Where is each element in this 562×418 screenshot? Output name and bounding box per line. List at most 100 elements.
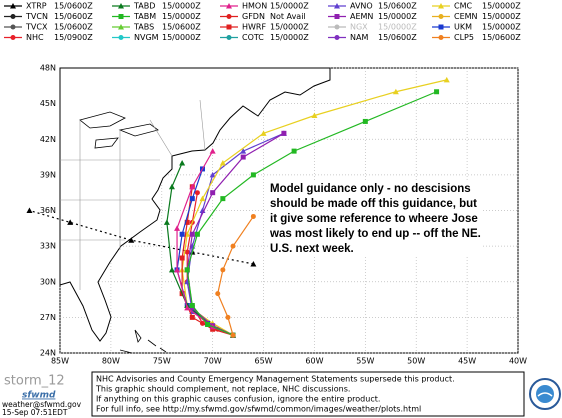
track-point <box>128 237 135 243</box>
lat-label: 27N <box>40 313 56 322</box>
track-point <box>205 322 211 327</box>
lat-label: 30N <box>40 277 56 286</box>
legend-name: CMC <box>454 2 472 11</box>
legend-marker <box>226 14 232 19</box>
track-point <box>260 130 267 136</box>
track-point <box>220 196 226 202</box>
storm-name: storm_12 <box>4 374 65 389</box>
lon-label: 65W <box>255 357 273 366</box>
track-point <box>163 219 170 225</box>
logo-inner <box>536 385 554 403</box>
notice-line: For full info, see http://my.sfwmd.gov/s… <box>96 405 421 414</box>
track-point <box>220 267 226 273</box>
legend-marker <box>226 24 232 30</box>
track-point <box>443 76 450 83</box>
legend-time: 15/0000Z <box>482 12 521 21</box>
legend-marker <box>438 24 444 30</box>
logo-wave <box>537 392 553 397</box>
legend-marker <box>226 3 232 9</box>
track-point <box>194 231 200 237</box>
annotation: Model guidance only - no descisions shou… <box>270 182 482 257</box>
lakes <box>79 111 159 149</box>
timestamp: 15-Sep 07:51EDT <box>2 408 68 417</box>
legend-time: 15/0600Z <box>162 23 201 32</box>
track-point <box>189 314 195 320</box>
legend-time: 15/0600Z <box>378 2 417 11</box>
lon-label: 55W <box>356 357 374 366</box>
legend-name: TABM <box>133 12 156 21</box>
track-point <box>189 183 196 190</box>
track-point <box>240 154 246 160</box>
lon-label: 50W <box>407 357 425 366</box>
legend-marker <box>118 24 124 30</box>
legend-time: 15/0000Z <box>162 33 201 42</box>
notice-line: If anything on this graphic causes confu… <box>96 395 380 404</box>
lat-label: 24N <box>40 349 56 358</box>
track-point <box>184 249 190 255</box>
track-point <box>215 291 221 297</box>
legend-time: 15/0000Z <box>482 23 521 32</box>
lat-label: 42N <box>40 135 56 144</box>
legend-time: Not Avail <box>270 12 306 21</box>
track-point <box>189 231 195 237</box>
legend-marker <box>226 35 232 40</box>
legend-time: 15/0600Z <box>54 23 93 32</box>
legend-time: 15/0000Z <box>378 23 417 32</box>
track-point <box>311 112 318 118</box>
legend-name: NHC <box>26 33 44 42</box>
legend-marker <box>118 35 124 40</box>
legend-marker <box>10 35 16 40</box>
legend-name: CEMN <box>454 12 478 21</box>
legend-marker <box>334 24 340 30</box>
lon-label: 80W <box>102 357 120 366</box>
legend-time: 15/0000Z <box>270 2 309 11</box>
legend-name: NVGM <box>134 33 159 42</box>
lat-label: 33N <box>40 242 56 251</box>
track-point <box>362 118 368 124</box>
track-point <box>184 304 191 311</box>
lon-label: 85W <box>51 357 69 366</box>
legend-name: COTC <box>242 33 264 42</box>
legend-time: 15/0000Z <box>270 33 309 42</box>
track-point <box>291 148 297 154</box>
track-point <box>240 148 247 154</box>
coastline <box>59 67 331 342</box>
legend-name: NAM <box>350 33 368 42</box>
lat-label: 39N <box>40 170 56 179</box>
legend-time: 15/0000Z <box>378 12 417 21</box>
lat-label: 45N <box>40 99 56 108</box>
track-point <box>219 160 226 166</box>
legend-marker <box>10 3 16 9</box>
track-point <box>392 88 399 95</box>
track-point <box>250 172 256 178</box>
track-point <box>179 255 185 261</box>
legend-name: NGX <box>350 23 368 32</box>
track-point <box>184 219 190 225</box>
lon-label: 70W <box>204 357 222 366</box>
legend-name: HWRF <box>242 23 266 32</box>
track-point <box>194 190 200 196</box>
track-point <box>189 303 195 308</box>
legend-marker <box>10 14 16 19</box>
legend-time: 15/0600Z <box>482 33 521 42</box>
legend-time: 15/0600Z <box>378 33 417 42</box>
model-track <box>29 209 254 265</box>
track-point <box>189 196 195 202</box>
track-point <box>174 225 181 231</box>
track-point <box>209 148 216 154</box>
legend-time: 15/0600Z <box>54 12 93 21</box>
track-point <box>168 266 175 273</box>
site-name: sfwmd <box>22 391 56 401</box>
track-point <box>250 213 256 219</box>
legend-name: HMON <box>242 2 267 11</box>
legend-name: CLP5 <box>454 33 474 42</box>
legend-name: UKM <box>454 23 472 32</box>
lon-label: 60W <box>305 357 323 366</box>
lat-label: 36N <box>40 206 56 215</box>
track-point <box>179 160 186 166</box>
track-point <box>26 207 33 213</box>
legend-name: AVNO <box>350 2 373 11</box>
legend-name: AEMN <box>350 12 373 21</box>
